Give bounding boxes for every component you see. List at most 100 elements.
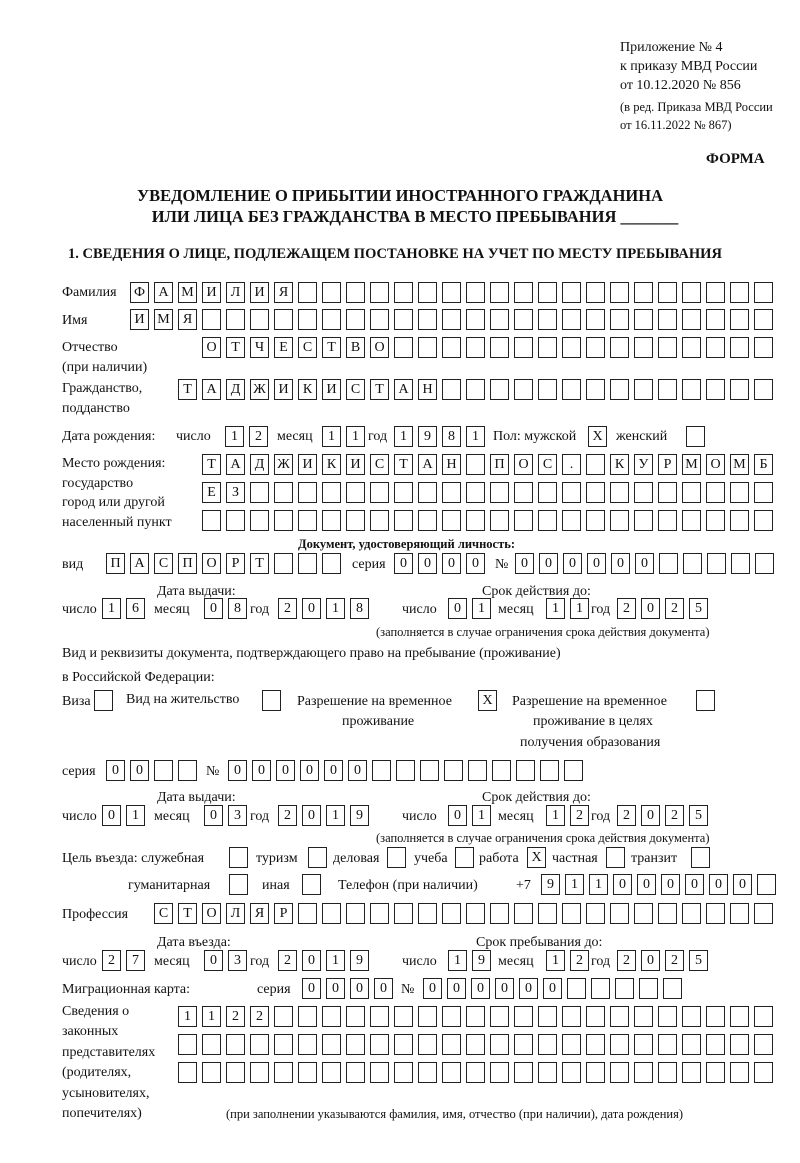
char-box[interactable] [682,903,701,924]
char-box[interactable]: 1 [546,805,565,826]
char-box[interactable] [540,760,559,781]
char-box[interactable]: 2 [102,950,121,971]
char-box[interactable] [466,337,485,358]
char-box[interactable] [730,379,749,400]
char-box[interactable]: 5 [689,950,708,971]
char-box[interactable]: С [298,337,317,358]
char-box[interactable]: 1 [102,598,121,619]
char-box[interactable]: А [202,379,221,400]
char-box[interactable]: С [538,454,557,475]
checkbox[interactable] [308,847,327,868]
char-box[interactable]: 2 [226,1006,245,1027]
char-box[interactable]: У [634,454,653,475]
char-box[interactable] [202,510,221,531]
char-box[interactable] [274,553,293,574]
char-box[interactable] [202,1062,221,1083]
char-box[interactable] [730,337,749,358]
char-box[interactable]: 0 [204,805,223,826]
char-box[interactable]: 0 [276,760,295,781]
char-box[interactable] [490,1006,509,1027]
char-box[interactable]: 0 [350,978,369,999]
char-box[interactable]: 0 [348,760,367,781]
char-box[interactable]: 0 [394,553,413,574]
char-box[interactable]: 1 [126,805,145,826]
char-box[interactable] [730,1006,749,1027]
char-box[interactable] [370,903,389,924]
char-box[interactable] [514,482,533,503]
char-box[interactable]: 2 [278,950,297,971]
char-box[interactable]: 0 [374,978,393,999]
char-box[interactable] [298,553,317,574]
char-box[interactable]: 0 [611,553,630,574]
char-box[interactable] [658,1006,677,1027]
char-box[interactable] [442,1006,461,1027]
char-box[interactable]: 1 [589,874,608,895]
char-box[interactable]: 2 [278,598,297,619]
char-box[interactable] [346,1006,365,1027]
char-box[interactable]: 0 [302,978,321,999]
checkbox[interactable]: X [588,426,607,447]
char-box[interactable]: 2 [665,805,684,826]
char-box[interactable] [754,903,773,924]
char-box[interactable]: Р [658,454,677,475]
char-box[interactable]: 9 [541,874,560,895]
char-box[interactable] [394,337,413,358]
char-box[interactable]: 6 [126,598,145,619]
char-box[interactable]: Т [250,553,269,574]
checkbox[interactable] [262,690,281,711]
char-box[interactable] [538,1062,557,1083]
char-box[interactable] [730,482,749,503]
char-box[interactable] [274,1006,293,1027]
char-box[interactable] [490,1062,509,1083]
char-box[interactable]: Л [226,903,245,924]
char-box[interactable] [683,553,702,574]
char-box[interactable] [634,282,653,303]
char-box[interactable] [394,482,413,503]
char-box[interactable] [372,760,391,781]
char-box[interactable] [562,282,581,303]
char-box[interactable]: 2 [617,598,636,619]
char-box[interactable] [226,1062,245,1083]
char-box[interactable]: Н [442,454,461,475]
char-box[interactable]: Т [202,454,221,475]
char-box[interactable]: 2 [570,805,589,826]
char-box[interactable] [322,1006,341,1027]
char-box[interactable] [663,978,682,999]
char-box[interactable] [250,1034,269,1055]
char-box[interactable]: 0 [302,805,321,826]
char-box[interactable] [634,1062,653,1083]
char-box[interactable]: 1 [448,950,467,971]
char-box[interactable]: Т [178,379,197,400]
char-box[interactable] [586,337,605,358]
char-box[interactable]: 1 [178,1006,197,1027]
char-box[interactable] [226,309,245,330]
char-box[interactable] [516,760,535,781]
char-box[interactable] [322,553,341,574]
char-box[interactable]: О [202,337,221,358]
char-box[interactable] [586,379,605,400]
char-box[interactable]: Я [274,282,293,303]
char-box[interactable]: 2 [249,426,268,447]
char-box[interactable] [442,510,461,531]
char-box[interactable]: 0 [447,978,466,999]
char-box[interactable] [706,482,725,503]
char-box[interactable] [706,337,725,358]
char-box[interactable]: 0 [563,553,582,574]
char-box[interactable] [418,1006,437,1027]
char-box[interactable] [658,337,677,358]
char-box[interactable] [567,978,586,999]
char-box[interactable] [394,282,413,303]
char-box[interactable]: К [610,454,629,475]
char-box[interactable]: 2 [617,805,636,826]
char-box[interactable] [562,1006,581,1027]
char-box[interactable]: Я [250,903,269,924]
checkbox[interactable] [229,847,248,868]
char-box[interactable]: 0 [302,950,321,971]
char-box[interactable]: Д [250,454,269,475]
char-box[interactable] [538,903,557,924]
char-box[interactable] [538,482,557,503]
char-box[interactable] [274,510,293,531]
char-box[interactable] [615,978,634,999]
char-box[interactable] [442,337,461,358]
char-box[interactable] [586,1006,605,1027]
